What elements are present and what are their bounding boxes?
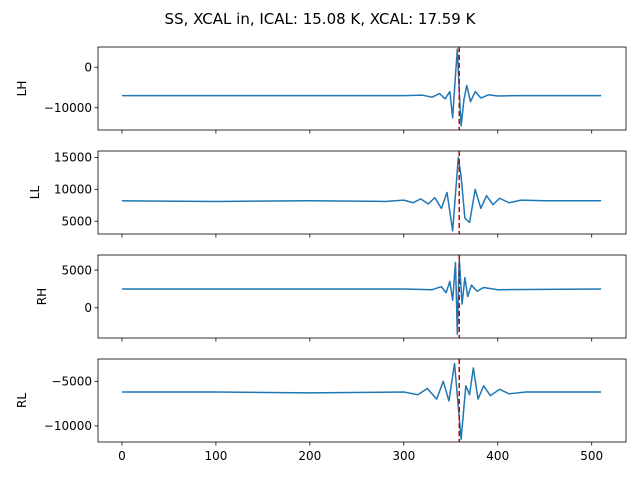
x-tick-label: 200 — [298, 449, 321, 463]
series-line-lh — [121, 48, 602, 127]
series-line-rl — [121, 362, 602, 441]
series-line-ll — [121, 156, 602, 232]
panel-rh: 0 5000 RH — [35, 254, 627, 342]
panel-ll: 5000 10000 15000 LL — [28, 150, 627, 238]
panel-rl: −5000 −10000 RL 0 100 200 300 400 500 — [15, 358, 627, 463]
panels: 0−10000LH50001000015000LL05000RH−5000−10… — [15, 46, 627, 463]
x-tick-label: 500 — [580, 449, 603, 463]
series-line-rh — [121, 258, 602, 335]
y-tick-label: −10000 — [44, 419, 92, 433]
y-tick-label: 0 — [84, 301, 92, 315]
panel-lh: 0 −10000 LH — [15, 46, 627, 134]
y-tick-label: 5000 — [61, 215, 92, 229]
y-tick-label: −5000 — [51, 375, 92, 389]
axes-frame — [97, 358, 627, 443]
x-tick-label: 400 — [486, 449, 509, 463]
y-axis-label: RL — [15, 393, 29, 408]
x-tick-label: 300 — [392, 449, 415, 463]
x-tick-label: 0 — [118, 449, 126, 463]
x-tick-label: 100 — [204, 449, 227, 463]
axes-frame — [97, 254, 627, 339]
y-axis-label: RH — [35, 288, 49, 305]
y-axis-label: LH — [15, 81, 29, 97]
y-tick-label: 5000 — [61, 263, 92, 277]
y-axis-label: LL — [28, 186, 42, 200]
y-tick-label: −10000 — [44, 101, 92, 115]
axes-frame — [97, 150, 627, 235]
y-tick-label: 15000 — [54, 151, 92, 165]
figure-title: SS, XCAL in, ICAL: 15.08 K, XCAL: 17.59 … — [165, 10, 477, 28]
axes-frame — [97, 46, 627, 131]
y-tick-label: 10000 — [54, 183, 92, 197]
y-tick-label: 0 — [84, 61, 92, 75]
